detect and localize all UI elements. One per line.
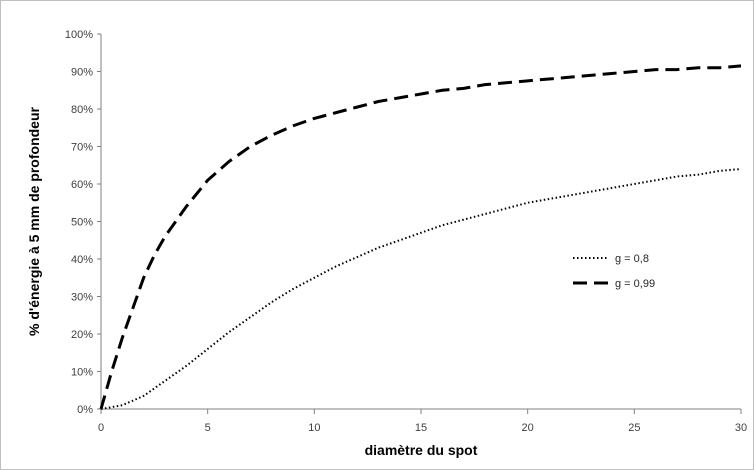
y-axis: 0% 10% 20% 30% 40% 50% 60% 70% 80% 90% 100% bbox=[65, 29, 102, 416]
series-line-dotted bbox=[100, 168, 742, 410]
x-tick-label: 10 bbox=[308, 422, 320, 434]
y-tick-label: 60% bbox=[71, 179, 93, 191]
y-tick-label: 30% bbox=[71, 292, 93, 304]
y-tick-label: 90% bbox=[71, 67, 93, 79]
y-tick-label: 0% bbox=[77, 404, 93, 416]
legend-label: g = 0,99 bbox=[615, 278, 655, 290]
x-tick-label: 15 bbox=[415, 422, 427, 434]
legend: g = 0,8 g = 0,99 bbox=[573, 253, 655, 290]
x-tick-label: 0 bbox=[98, 422, 104, 434]
x-tick-label: 25 bbox=[628, 422, 640, 434]
x-tick-label: 30 bbox=[735, 422, 747, 434]
x-tick-label: 5 bbox=[205, 422, 211, 434]
x-axis: 0 5 10 15 20 25 30 bbox=[98, 408, 747, 434]
y-tick-label: 100% bbox=[65, 29, 93, 41]
y-tick-label: 80% bbox=[71, 104, 93, 116]
y-tick-label: 50% bbox=[71, 217, 93, 229]
y-tick-label: 70% bbox=[71, 142, 93, 154]
series-line-dashed bbox=[99, 64, 742, 410]
series-layer bbox=[99, 64, 742, 410]
legend-label: g = 0,8 bbox=[615, 253, 649, 265]
y-axis-title: % d'énergie à 5 mm de profondeur bbox=[26, 106, 42, 335]
x-tick-label: 20 bbox=[522, 422, 534, 434]
x-axis-title: diamètre du spot bbox=[365, 442, 478, 458]
y-tick-label: 20% bbox=[71, 329, 93, 341]
y-tick-label: 10% bbox=[71, 367, 93, 379]
y-tick-label: 40% bbox=[71, 254, 93, 266]
